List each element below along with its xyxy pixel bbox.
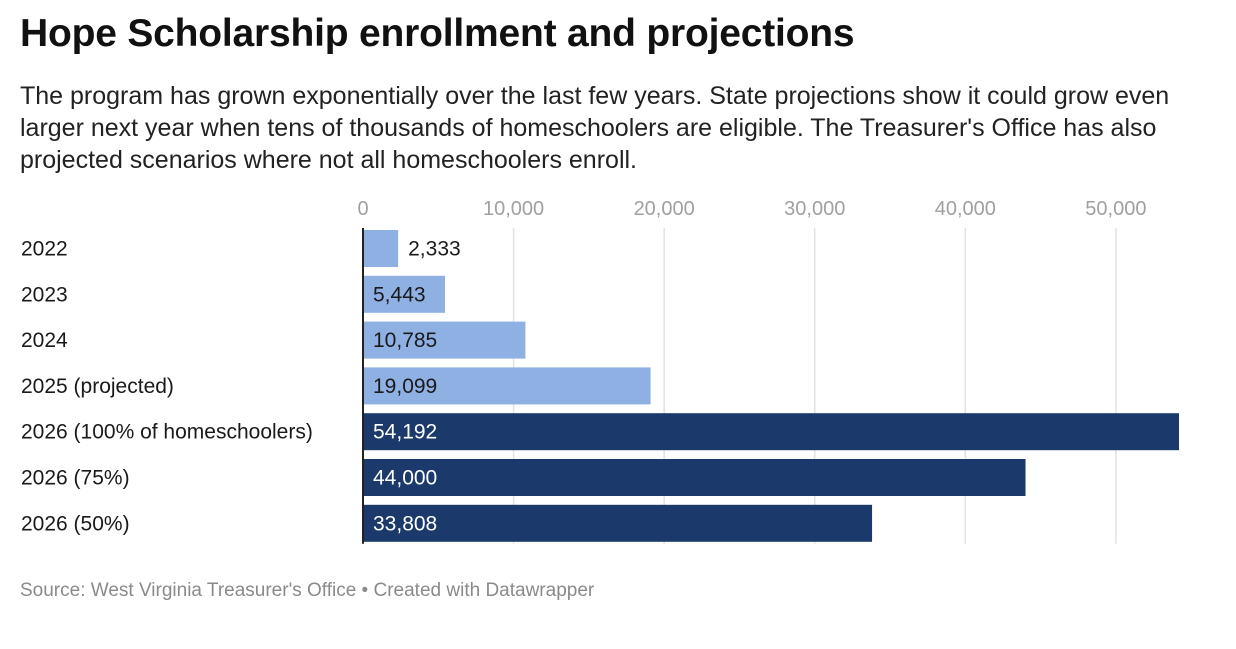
category-label: 2026 (75%) bbox=[21, 467, 130, 490]
x-tick-label: 40,000 bbox=[935, 198, 996, 220]
x-axis-ticks: 0 10,000 20,000 30,000 40,000 50,000 bbox=[357, 198, 1146, 220]
source-footer: Source: West Virginia Treasurer's Office… bbox=[20, 580, 594, 602]
value-label: 5,443 bbox=[373, 283, 426, 306]
value-label: 2,333 bbox=[408, 238, 461, 261]
category-label: 2025 (projected) bbox=[21, 375, 174, 398]
bar bbox=[363, 275, 445, 313]
bar bbox=[363, 230, 399, 267]
value-label: 44,000 bbox=[373, 467, 437, 490]
category-labels: 2022 2023 2024 2025 (projected) 2026 (100% o… bbox=[21, 238, 313, 536]
category-label: 2026 (100% of homeschoolers) bbox=[21, 421, 313, 444]
source-text: Source: West Virginia Treasurer's Office bbox=[20, 580, 357, 601]
category-label: 2022 bbox=[21, 238, 68, 261]
value-label: 33,808 bbox=[373, 512, 437, 535]
bars bbox=[363, 230, 1179, 542]
bar bbox=[363, 504, 873, 542]
x-tick-label: 30,000 bbox=[784, 198, 845, 220]
value-label: 19,099 bbox=[373, 375, 437, 398]
x-tick-label: 10,000 bbox=[483, 198, 544, 220]
value-label: 54,192 bbox=[373, 421, 437, 444]
category-label: 2024 bbox=[21, 329, 68, 352]
credit-text: Created with Datawrapper bbox=[373, 580, 595, 601]
category-label: 2026 (50%) bbox=[21, 512, 130, 535]
x-tick-label: 0 bbox=[357, 198, 368, 220]
footer-separator: • bbox=[356, 580, 374, 601]
bar bbox=[363, 321, 526, 359]
value-label: 10,785 bbox=[373, 329, 437, 352]
x-tick-label: 20,000 bbox=[634, 198, 695, 220]
bar bbox=[363, 459, 1026, 496]
chart-subtitle: The program has grown exponentially over… bbox=[20, 82, 1170, 174]
bar bbox=[363, 367, 651, 405]
x-tick-label: 50,000 bbox=[1085, 198, 1146, 220]
bar bbox=[363, 413, 1179, 451]
value-labels: 2,333 5,443 10,785 19,099 54,192 44,000 33,808 bbox=[373, 238, 461, 536]
category-label: 2023 bbox=[21, 283, 68, 306]
chart-title: Hope Scholarship enrollment and projecti… bbox=[20, 12, 855, 55]
bar-chart: 0 10,000 20,000 30,000 40,000 50,000 2022 2023… bbox=[21, 198, 1179, 544]
